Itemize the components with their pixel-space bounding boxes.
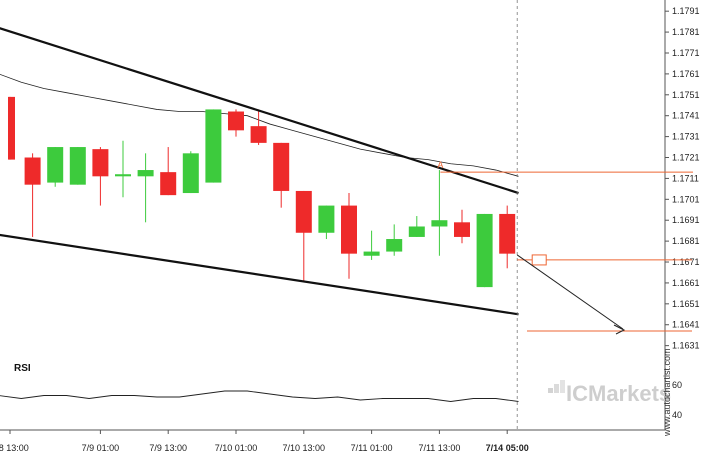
rsi-line <box>0 390 519 402</box>
candle <box>341 193 357 279</box>
candle <box>431 170 448 256</box>
candle <box>250 109 267 145</box>
candle <box>408 216 425 237</box>
candle <box>160 147 177 196</box>
price-tick-label: 1.1791 <box>672 6 700 16</box>
channel-lower-line <box>0 233 519 316</box>
candle-body <box>363 251 380 256</box>
time-tick-label: 7/14 05:00 <box>486 443 529 453</box>
candle <box>295 190 312 281</box>
candle-body <box>115 174 131 177</box>
price-tick-label: 1.1781 <box>672 27 700 37</box>
price-tick-label: 1.1661 <box>672 278 700 288</box>
pattern-overlay-layer: A <box>0 0 693 430</box>
candle <box>182 151 199 194</box>
candle-body <box>476 213 493 288</box>
candle-body <box>182 153 199 194</box>
candle-body <box>318 205 335 233</box>
time-tick-labels: 7/8 13:00 7/9 01:00 7/9 13:00 7/10 01:00 7/1… <box>0 430 529 453</box>
candle-body <box>499 213 516 254</box>
price-tick-label: 1.1711 <box>672 173 699 183</box>
candle <box>92 147 109 206</box>
candle <box>205 109 222 183</box>
price-tick-label: 1.1641 <box>672 320 700 330</box>
forecast-arrow-head <box>613 324 626 335</box>
candle <box>363 230 380 260</box>
candle-body <box>160 172 177 196</box>
candle <box>24 153 41 237</box>
price-tick-label: 1.1691 <box>672 215 700 225</box>
price-tick-label: 1.1701 <box>672 194 700 204</box>
price-tick-label: 1.1651 <box>672 299 700 309</box>
channel-upper-line <box>0 27 519 195</box>
candle <box>454 209 470 244</box>
candle-body <box>205 109 222 183</box>
rsi-tick-label: 60 <box>672 380 682 390</box>
forecast-arrow-line <box>516 254 624 330</box>
candle-body <box>92 149 109 177</box>
candle-body <box>273 142 290 191</box>
candle-body <box>137 170 154 177</box>
candle <box>228 109 244 137</box>
price-tick-label: 1.1671 <box>672 257 700 267</box>
time-tick-label: 7/11 01:00 <box>351 443 393 453</box>
time-tick-label: 7/9 13:00 <box>149 443 187 453</box>
price-tick-label: 1.1771 <box>672 48 700 58</box>
price-tick-label: 1.1731 <box>672 132 700 142</box>
rsi-panel: RSI 60 40 <box>0 363 682 420</box>
breakout-marker: A <box>437 160 443 170</box>
candle <box>386 224 403 256</box>
candle-body <box>8 96 15 160</box>
broker-logo-text: ICMarkets <box>566 381 671 406</box>
candle <box>273 142 290 208</box>
autochartist-side-text: www.autochartist.com <box>662 348 672 437</box>
current-price-box <box>531 254 547 266</box>
rsi-label: RSI <box>14 363 31 374</box>
candle <box>47 147 64 187</box>
broker-logo: ICMarkets <box>548 380 671 406</box>
candle-body <box>69 147 86 185</box>
price-tick-label: 1.1631 <box>672 341 700 351</box>
candle-body <box>341 205 357 254</box>
price-tick-label: 1.1751 <box>672 90 700 100</box>
candle-body <box>295 190 312 233</box>
time-tick-label: 7/10 13:00 <box>283 443 326 453</box>
candles-layer <box>8 96 516 288</box>
candle-body <box>386 239 403 252</box>
price-tick-labels: 1.1791 1.1781 1.1771 1.1761 1.1751 1.1741 1.17… <box>665 6 700 351</box>
candle-body <box>250 126 267 143</box>
candle <box>115 140 131 198</box>
candle-body <box>454 222 470 237</box>
price-tick-label: 1.1741 <box>672 111 700 121</box>
candle <box>476 213 493 288</box>
candle-body <box>228 111 244 131</box>
time-tick-label: 7/10 01:00 <box>215 443 258 453</box>
price-tick-label: 1.1721 <box>672 153 700 163</box>
candle-body <box>24 157 41 185</box>
candle-body <box>431 220 448 227</box>
candle <box>8 96 15 160</box>
time-tick-label: 7/11 13:00 <box>418 443 460 453</box>
time-tick-label: 7/8 13:00 <box>0 443 29 453</box>
candle <box>499 205 516 269</box>
time-tick-label: 7/9 01:00 <box>82 443 120 453</box>
candle-body <box>408 226 425 237</box>
candle <box>69 147 86 185</box>
price-tick-label: 1.1681 <box>672 236 700 246</box>
candle <box>318 205 335 240</box>
candle-body <box>47 147 64 183</box>
price-tick-label: 1.1761 <box>672 69 700 79</box>
candle <box>137 153 154 223</box>
rsi-tick-label: 40 <box>672 410 682 420</box>
